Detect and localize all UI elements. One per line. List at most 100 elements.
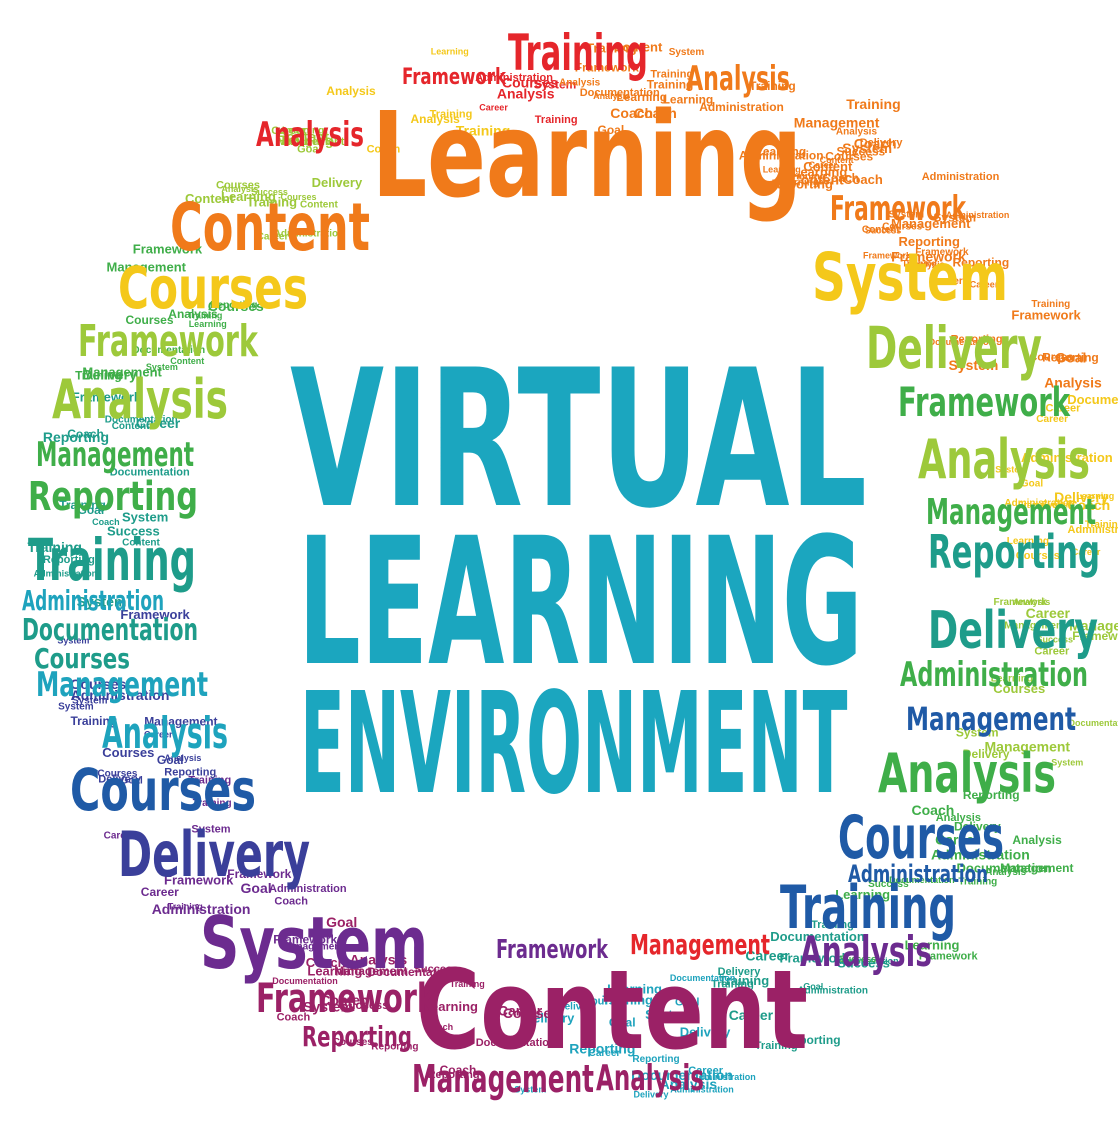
cloud-filler-word: Learning <box>905 938 960 953</box>
cloud-filler-word: Coach <box>912 802 955 818</box>
cloud-filler-word: Framework <box>120 607 190 622</box>
cloud-word-courses: Courses <box>838 803 1004 873</box>
cloud-filler-word: Career <box>935 831 980 847</box>
cloud-filler-word: Management <box>107 259 187 274</box>
cloud-filler-word: Learning <box>616 90 667 104</box>
cloud-filler-word: Training <box>846 96 900 112</box>
cloud-filler-word: Reporting <box>43 429 109 445</box>
cloud-filler-word: Learning <box>1076 491 1114 501</box>
cloud-filler-word: Delivery <box>680 1025 731 1040</box>
cloud-filler-word: Learning <box>189 319 227 329</box>
cloud-filler-word: Training <box>650 69 693 81</box>
cloud-filler-word: Career <box>970 279 999 289</box>
cloud-filler-word: Delivery <box>954 820 1001 834</box>
cloud-filler-word: System <box>77 593 127 609</box>
cloud-filler-word: Framework <box>891 248 966 264</box>
cloud-filler-word: Documentation <box>132 345 205 356</box>
cloud-filler-word: Training <box>188 775 231 787</box>
cloud-filler-word: Coach <box>67 427 104 441</box>
cloud-filler-word: Framework <box>575 61 639 75</box>
cloud-filler-word: System <box>1042 500 1074 510</box>
cloud-filler-word: Management <box>144 714 217 728</box>
cloud-filler-word: Documentation <box>631 1067 733 1083</box>
cloud-filler-word: Career <box>1046 403 1082 415</box>
cloud-filler-word: System <box>57 635 89 645</box>
cloud-filler-word: Administration <box>835 956 899 966</box>
cloud-filler-word: Career <box>931 276 963 287</box>
cloud-word-administration: Administration <box>848 860 988 888</box>
cloud-filler-word: Learning <box>756 144 807 158</box>
cloud-filler-word: Training <box>647 77 694 91</box>
cloud-filler-word: Delivery <box>1054 489 1109 505</box>
cloud-filler-word: Analysis <box>936 812 981 824</box>
cloud-filler-word: Training <box>59 498 106 512</box>
cloud-word-administration: Administration <box>900 655 1088 695</box>
cloud-filler-word: System <box>995 465 1027 475</box>
cloud-filler-word: Goal <box>609 1015 636 1029</box>
cloud-word-framework: Framework <box>78 316 259 367</box>
cloud-filler-word: System <box>842 140 892 156</box>
cloud-filler-word: Reporting <box>951 333 1003 345</box>
cloud-filler-word: Reporting <box>371 1042 418 1053</box>
cloud-filler-word: Success <box>251 187 288 197</box>
cloud-filler-word: Documentation <box>476 1037 556 1049</box>
cloud-filler-word: Administration <box>274 228 345 239</box>
cloud-filler-word: Framework <box>273 932 337 946</box>
cloud-filler-word: Learning <box>792 165 847 180</box>
cloud-filler-word: Career <box>144 730 173 740</box>
cloud-filler-word: Documentation <box>670 973 736 983</box>
cloud-filler-word: Management <box>891 216 971 231</box>
cloud-filler-word: Coach <box>440 1063 477 1077</box>
cloud-filler-word: Management <box>334 964 407 978</box>
cloud-filler-word: Coach <box>610 105 653 121</box>
cloud-filler-word: Courses <box>97 769 137 780</box>
cloud-filler-word: Analysis <box>1044 374 1102 390</box>
cloud-word-reporting: Reporting <box>928 525 1100 579</box>
cloud-filler-word: Content <box>112 421 150 432</box>
cloud-filler-word: Documentation <box>110 466 190 478</box>
cloud-filler-word: Career <box>1072 547 1101 557</box>
cloud-word-system: System <box>200 901 428 985</box>
cloud-filler-word: Success <box>840 954 877 964</box>
cloud-word-management: Management <box>36 665 208 705</box>
cloud-filler-word: System <box>949 357 999 373</box>
cloud-word-delivery: Delivery <box>866 314 1042 382</box>
cloud-word-management: Management <box>412 1057 594 1101</box>
cloud-filler-word: Learning <box>835 887 890 902</box>
cloud-filler-word: Coach <box>854 135 897 151</box>
cloud-filler-word: Training <box>719 973 770 988</box>
cloud-word-analysis: Analysis <box>596 1058 704 1099</box>
cloud-word-training: Training <box>508 24 648 82</box>
cloud-filler-word: Training <box>535 114 578 126</box>
cloud-filler-word: Learning <box>777 178 819 189</box>
cloud-filler-word: Analysis <box>908 259 945 269</box>
cloud-filler-word: Courses <box>1016 550 1060 562</box>
cloud-filler-word: Learning <box>221 189 276 204</box>
cloud-filler-word: Framework <box>72 389 142 404</box>
cloud-filler-word: Framework <box>227 867 291 881</box>
cloud-filler-word: System <box>933 211 976 225</box>
cloud-filler-word: System <box>146 362 178 372</box>
cloud-filler-word: Career <box>257 232 289 243</box>
cloud-filler-word: Analysis <box>836 127 878 138</box>
cloud-filler-word: Training <box>755 1040 798 1052</box>
cloud-filler-word: Training <box>811 919 854 931</box>
cloud-word-courses: Courses <box>70 756 256 824</box>
cloud-filler-word: Administration <box>1004 498 1075 509</box>
cloud-filler-word: Success <box>868 879 909 890</box>
cloud-filler-word: Courses <box>216 179 260 191</box>
cloud-filler-word: Content <box>185 191 235 206</box>
cloud-filler-word: Reporting <box>963 788 1020 802</box>
cloud-filler-word: Career <box>729 1007 774 1023</box>
cloud-filler-word: Analysis <box>497 86 555 102</box>
cloud-word-content: Content <box>416 946 808 1074</box>
cloud-filler-word: Learning <box>763 165 801 175</box>
cloud-word-delivery: Delivery <box>118 818 310 891</box>
cloud-word-training: Training <box>28 526 196 594</box>
cloud-filler-word: Analysis <box>985 867 1027 878</box>
cloud-filler-word: Training <box>787 172 826 183</box>
cloud-filler-word: Documentation <box>929 337 995 347</box>
cloud-filler-word: Courses <box>70 676 126 692</box>
cloud-filler-word: Goal <box>297 144 321 156</box>
